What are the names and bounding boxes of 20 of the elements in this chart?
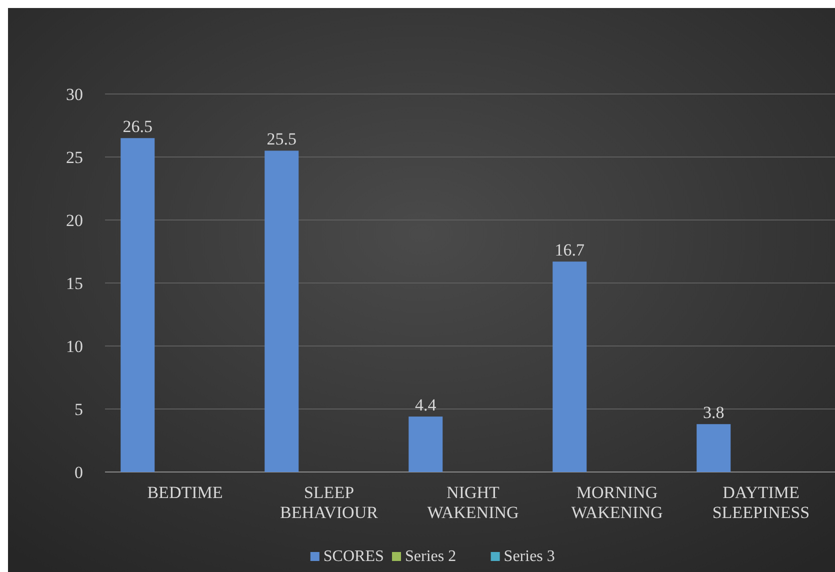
y-tick-label: 25	[66, 148, 83, 167]
data-label: 16.7	[554, 240, 586, 260]
legend-label: Series 3	[504, 548, 555, 565]
y-tick-label: 30	[66, 85, 83, 104]
x-tick-label: DAYTIME SLEEPINESS	[712, 483, 810, 522]
y-tick-label: 10	[66, 337, 83, 356]
x-tick-label: BEDTIME	[147, 483, 223, 502]
data-label: 4.4	[415, 396, 437, 415]
y-tick-label: 20	[66, 211, 83, 230]
data-label: 3.8	[703, 403, 724, 422]
x-tick-label: SLEEP BEHAVIOUR	[280, 483, 379, 522]
legend-label: SCORES	[323, 548, 384, 565]
y-tick-label: 15	[66, 274, 83, 293]
x-tick-label: NIGHT WAKENING	[427, 483, 519, 522]
data-label: 26.5	[122, 117, 153, 136]
y-tick-label: 5	[74, 400, 83, 419]
data-label: 25.5	[266, 130, 297, 149]
y-tick-label: 0	[74, 463, 83, 482]
x-tick-label: MORNING WAKENING	[571, 483, 663, 522]
legend-label: Series 2	[405, 548, 456, 565]
